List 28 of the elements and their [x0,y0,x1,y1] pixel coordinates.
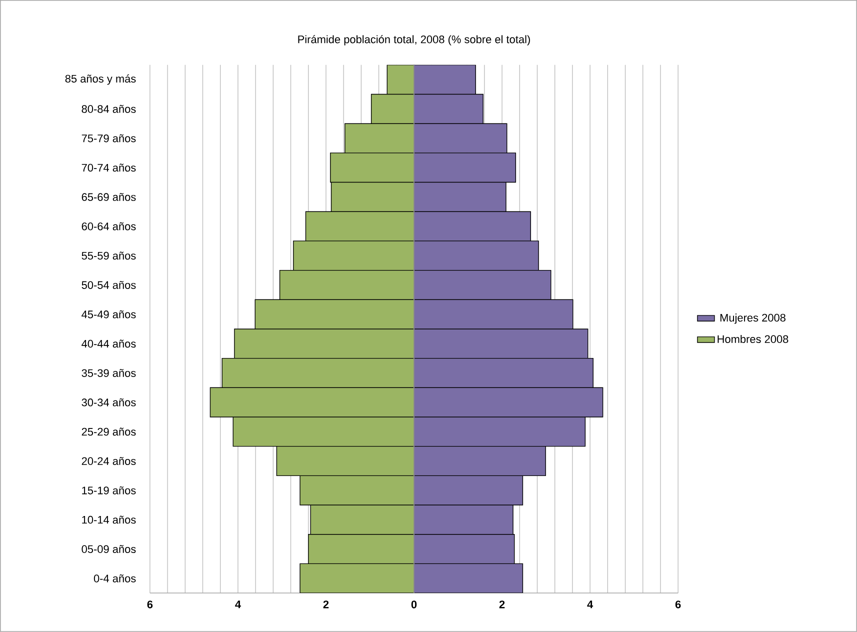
legend-label: Mujeres 2008 [720,314,786,324]
x-tick-label: 0 [411,600,417,608]
x-tick-label: 6 [147,600,153,608]
y-tick-label: 85 años y más [65,74,136,85]
y-tick-label: 60-64 años [82,222,136,230]
y-tick-label: 50-54 años [82,281,136,289]
y-tick-label: 45-49 años [82,310,136,318]
y-tick-label: 40-44 años [82,340,136,348]
x-tick-label: 2 [499,600,505,608]
y-tick-label: 80-84 años [82,104,136,113]
y-tick-label: 75-79 años [82,134,136,142]
y-tick-label: 10-14 años [82,516,136,524]
y-tick-label: 30-34 años [82,398,136,406]
y-tick-label: 55-59 años [82,252,136,260]
y-tick-label: 05-09 años [82,545,136,554]
y-tick-label: 25-29 años [82,428,136,436]
x-tick-label: 4 [235,600,241,608]
x-tick-label: 2 [323,600,329,608]
legend-label: Hombres 2008 [718,334,788,344]
y-tick-label: 0-4 años [94,574,136,582]
y-tick-label: 70-74 años [82,164,136,172]
x-tick-label: 4 [587,600,594,608]
y-tick-label: 35-39 años [82,369,136,377]
y-tick-label: 20-24 años [82,457,136,466]
x-tick-label: 6 [675,600,681,608]
chart-title: Pirámide población total, 2008 (% sobre el total) [298,35,530,46]
y-tick-label: 65-69 años [82,192,136,201]
y-tick-label: 15-19 años [82,486,136,494]
